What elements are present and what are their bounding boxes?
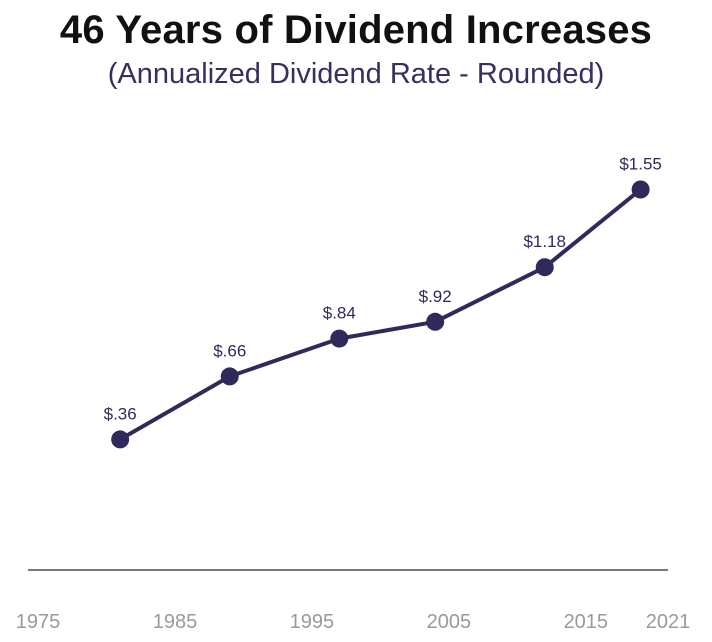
data-label: $.66	[213, 341, 246, 360]
data-marker	[330, 329, 349, 348]
x-tick-label: 1975	[16, 611, 61, 633]
data-label: $1.55	[619, 155, 662, 174]
data-label: $.84	[323, 304, 356, 323]
series-line	[119, 187, 642, 442]
data-marker	[426, 312, 445, 331]
x-tick-label: 2015	[564, 611, 609, 633]
data-marker	[111, 430, 130, 449]
x-tick-label: 1995	[290, 611, 335, 633]
data-label: $.92	[419, 287, 452, 306]
data-label: $1.18	[523, 232, 566, 251]
chart-title: 46 Years of Dividend Increases	[59, 8, 653, 52]
x-tick-label: 2005	[427, 611, 472, 633]
data-marker	[631, 180, 650, 199]
x-tick-labels: 1975 1985 1995 2005 2015 2021	[16, 611, 691, 633]
data-markers	[111, 180, 650, 449]
data-label: $.36	[104, 404, 137, 423]
chart-subtitle: (Annualized Dividend Rate - Rounded)	[107, 58, 605, 90]
x-tick-label: 2021	[646, 611, 691, 633]
data-labels: $.36 $.66 $.84 $.92 $1.18 $1.55	[104, 155, 662, 424]
data-marker	[535, 258, 554, 277]
x-tick-label: 1985	[153, 611, 198, 633]
data-marker	[220, 367, 239, 386]
